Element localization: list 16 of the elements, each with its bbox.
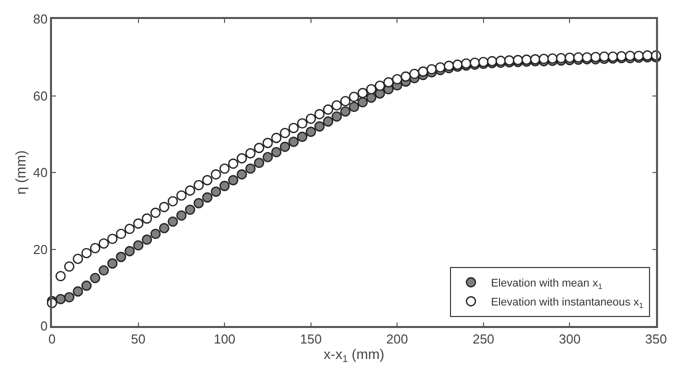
- legend-label: Elevation with instantaneous x$_{1}$: [490, 296, 644, 310]
- x-tick-label: 200: [386, 331, 408, 346]
- x-axis-title: x-x$_{1}$ (mm): [324, 346, 384, 366]
- x-tick-label: 150: [300, 331, 322, 346]
- y-tick-label: 20: [33, 242, 48, 257]
- x-tick-label: 350: [645, 331, 667, 346]
- legend-label: Elevation with mean x$_{1}$: [490, 278, 602, 291]
- y-tick-label: 60: [33, 88, 48, 104]
- y-tick-label: 0: [40, 318, 48, 334]
- x-tick-label: 300: [558, 331, 581, 346]
- x-tick-label: 250: [472, 331, 494, 346]
- y-tick-label: 80: [33, 12, 48, 27]
- x-tick-label: 50: [131, 331, 146, 346]
- y-axis-title: η (mm): [12, 150, 28, 195]
- x-tick-label: 100: [214, 331, 236, 346]
- y-tick-label: 40: [33, 165, 48, 180]
